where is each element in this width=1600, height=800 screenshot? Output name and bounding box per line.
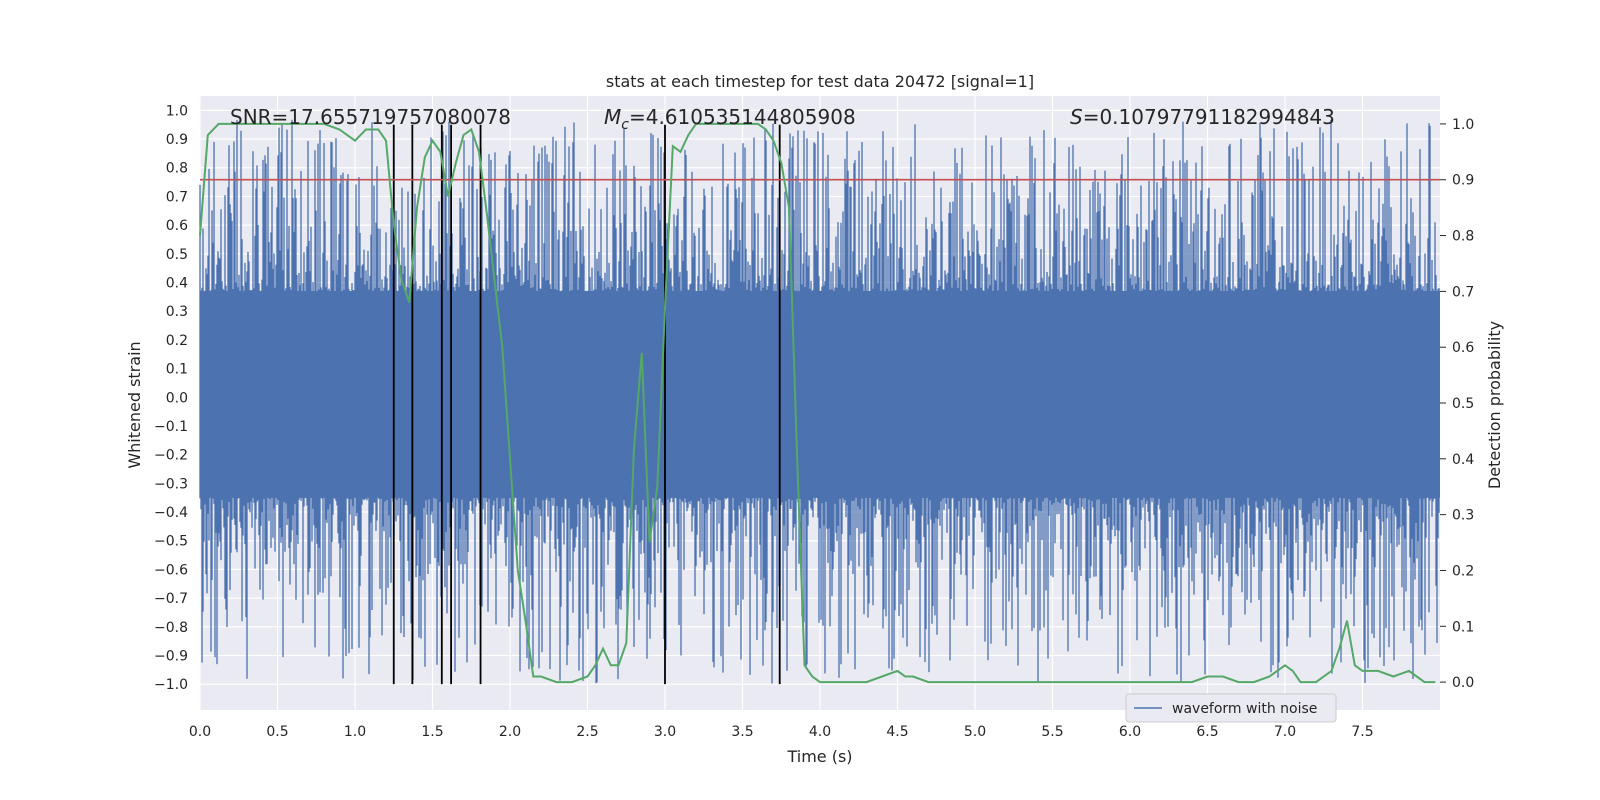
y-tick-label: −0.9: [154, 648, 188, 664]
y-tick-label: 1.0: [166, 103, 188, 119]
x-tick-label: 2.0: [499, 724, 521, 740]
y-tick-label: −0.1: [154, 419, 188, 435]
y-tick-label: −0.4: [154, 505, 188, 521]
x-tick-label: 7.5: [1351, 724, 1373, 740]
detection-probability-series: [199, 122, 1436, 684]
y-tick-label: 0.7: [166, 189, 188, 205]
s-value: =0.10797791182994843: [1083, 105, 1335, 129]
x-tick-label: 3.5: [731, 724, 753, 740]
y-tick-label: 0.1: [166, 362, 188, 378]
x-tick-label: 5.5: [1041, 724, 1063, 740]
y2-tick-label: 0.6: [1452, 340, 1474, 356]
y-tick-label: −0.6: [154, 562, 188, 578]
y-tick-label: −0.7: [154, 591, 188, 607]
legend-label: waveform with noise: [1172, 701, 1317, 717]
y2-tick-label: 0.8: [1452, 229, 1474, 245]
y2-tick-label: 0.0: [1452, 675, 1474, 691]
y2-tick-label: 0.9: [1452, 173, 1474, 189]
x-tick-label: 6.5: [1196, 724, 1218, 740]
y-axis-ticks: 1.0 0.9 0.8 0.7 0.6 0.5 0.4 0.3 0.2 0.1 0.0 −0.1 −0.…: [154, 103, 188, 693]
x-tick-label: 2.5: [576, 724, 598, 740]
x-axis-label: Time (s): [786, 747, 852, 766]
s-annotation: S=0.10797791182994843: [1070, 105, 1335, 129]
y2-axis-label: Detection probability: [1485, 321, 1504, 489]
legend: waveform with noise: [1125, 693, 1337, 723]
x-tick-label: 5.0: [964, 724, 986, 740]
y-tick-label: 0.8: [166, 161, 188, 177]
x-tick-label: 0.0: [189, 724, 211, 740]
detection-probability-line: [199, 122, 1436, 684]
chart-title: stats at each timestep for test data 204…: [606, 72, 1034, 91]
y-tick-label: 0.2: [166, 333, 188, 349]
waveform-series: [199, 119, 1440, 684]
x-tick-label: 1.5: [421, 724, 443, 740]
x-tick-label: 1.0: [344, 724, 366, 740]
x-tick-label: 3.0: [654, 724, 676, 740]
x-tick-label: 0.5: [266, 724, 288, 740]
y-tick-label: −0.2: [154, 448, 188, 464]
chirp-mass-symbol: M: [604, 105, 621, 129]
y2-tick-label: 1.0: [1452, 117, 1474, 133]
y-tick-label: 0.0: [166, 390, 188, 406]
y2-tick-label: 0.2: [1452, 563, 1474, 579]
y2-tick-label: 0.4: [1452, 452, 1474, 468]
snr-annotation: SNR=17.655719757080078: [230, 105, 511, 129]
chirp-mass-subscript: c: [621, 117, 629, 133]
y-tick-label: 0.6: [166, 218, 188, 234]
y-tick-label: −0.5: [154, 534, 188, 550]
x-tick-label: 7.0: [1274, 724, 1296, 740]
y2-tick-label: 0.3: [1452, 508, 1474, 524]
x-axis-ticks: 0.0 0.5 1.0 1.5 2.0 2.5 3.0 3.5 4.0 4.5 5.0 5.5 6.0 6…: [189, 724, 1374, 740]
s-symbol: S: [1070, 105, 1083, 129]
x-tick-label: 4.0: [809, 724, 831, 740]
waveform-line: [199, 119, 1440, 684]
y2-tick-label: 0.5: [1452, 396, 1474, 412]
y-tick-label: −1.0: [154, 677, 188, 693]
y2-axis-ticks: 1.0 0.9 0.8 0.7 0.6 0.5 0.4 0.3 0.2 0.1 0.0: [1440, 117, 1474, 691]
y-axis-label: Whitened strain: [125, 341, 144, 468]
x-tick-label: 4.5: [886, 724, 908, 740]
legend-box: [1125, 693, 1337, 723]
chirp-mass-annotation: Mc=4.610535144805908: [604, 105, 856, 133]
y2-tick-label: 0.1: [1452, 619, 1474, 635]
y-tick-label: 0.3: [166, 304, 188, 320]
y-tick-label: 0.4: [166, 275, 188, 291]
y-tick-label: −0.8: [154, 620, 188, 636]
y-tick-label: 0.5: [166, 247, 188, 263]
y2-tick-label: 0.7: [1452, 284, 1474, 300]
chirp-mass-value: =4.610535144805908: [629, 105, 856, 129]
x-tick-label: 6.0: [1119, 724, 1141, 740]
y-tick-label: 0.9: [166, 132, 188, 148]
y-tick-label: −0.3: [154, 476, 188, 492]
